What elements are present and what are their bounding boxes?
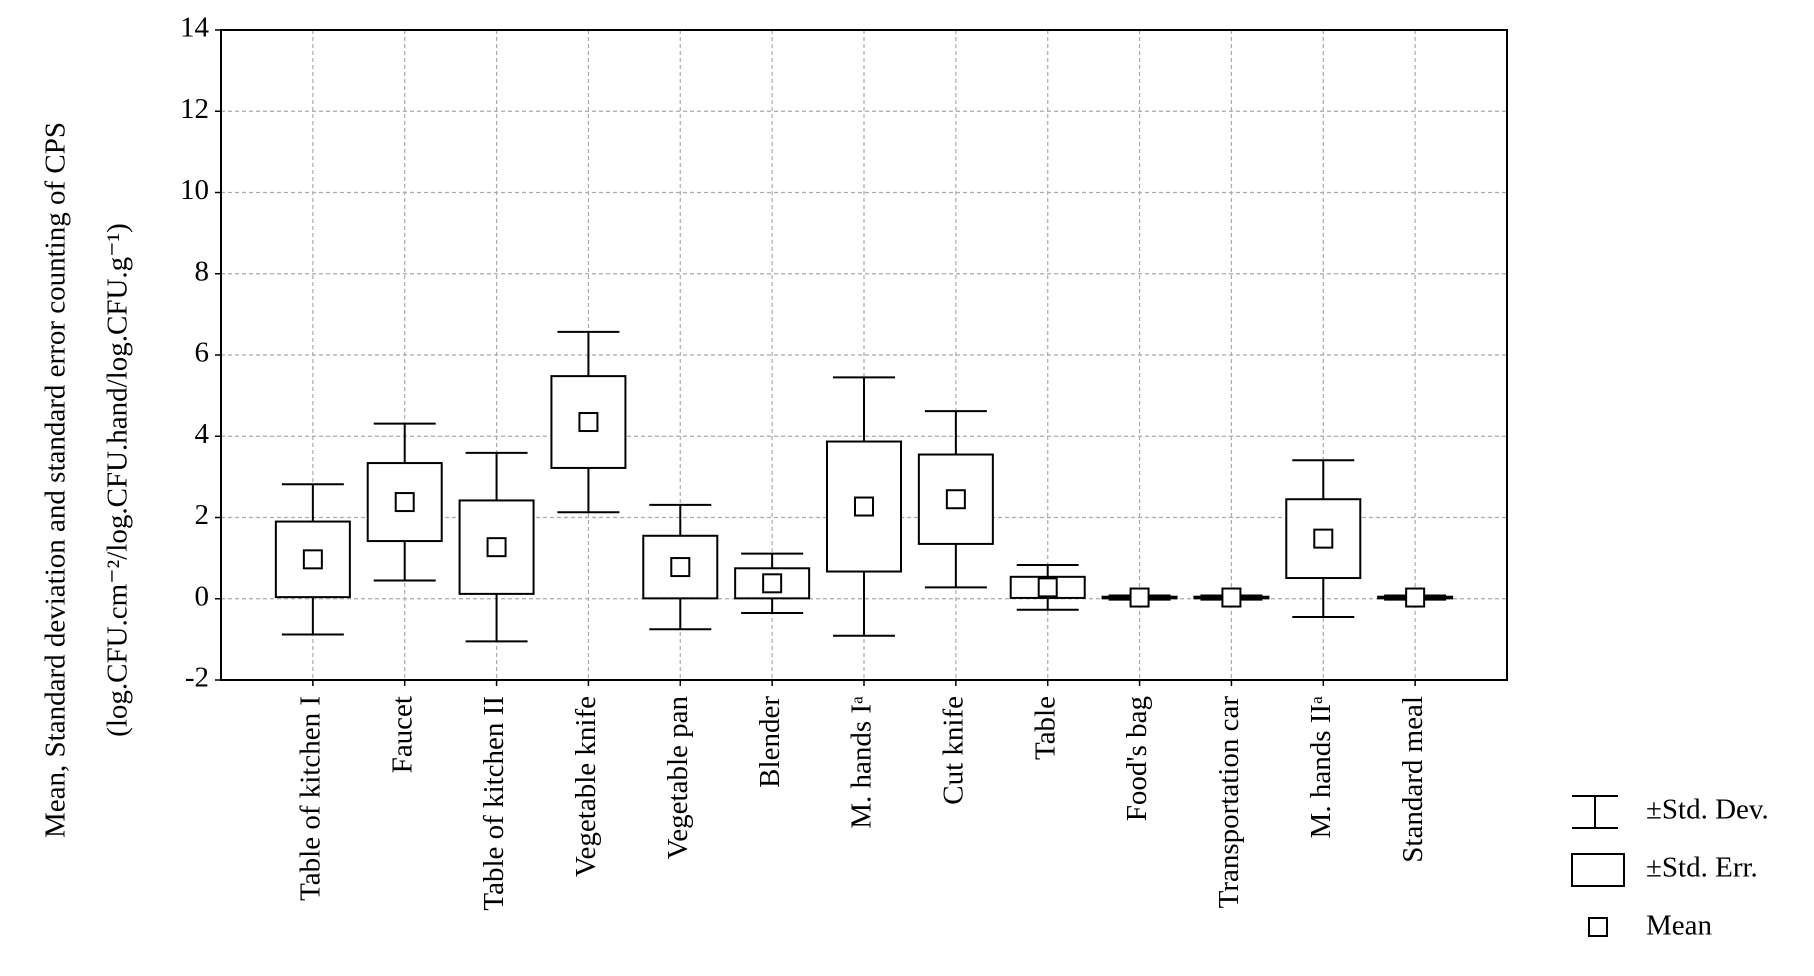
x-tick-label: M. hands Iᵃ [846, 696, 878, 829]
x-tick-label: Vegetable knife [570, 696, 602, 877]
mean-marker [1221, 587, 1242, 608]
mean-marker [1313, 528, 1334, 549]
mean-marker [394, 492, 415, 513]
x-tick-label: Faucet [386, 696, 418, 773]
y-tick-label: 14 [180, 12, 210, 44]
y-tick-label: 12 [180, 93, 209, 125]
x-tick-label: Table of kitchen II [478, 696, 510, 911]
x-tick-label: Table [1029, 696, 1061, 760]
mean-marker [1405, 587, 1426, 608]
mean-marker [302, 549, 323, 570]
x-tick-label: M. hands IIᵃ [1305, 696, 1337, 839]
x-tick-label: Blender [754, 696, 786, 788]
legend-mean [1588, 917, 1608, 937]
legend-label: ±Std. Err. [1646, 852, 1758, 884]
legend-label: Mean [1646, 910, 1713, 942]
mean-marker [1129, 587, 1150, 608]
mean-marker [945, 489, 966, 510]
mean-marker [1037, 577, 1058, 598]
plot-frame [220, 29, 1508, 681]
y-tick-label: 2 [195, 499, 210, 531]
y-tick-label: 10 [180, 174, 209, 206]
x-tick-label: Table of kitchen I [295, 696, 327, 901]
y-tick-label: 4 [195, 418, 210, 450]
mean-marker [670, 557, 691, 578]
y-axis-label: Mean, Standard deviation and standard er… [40, 122, 72, 838]
legend-label: ±Std. Dev. [1646, 794, 1769, 826]
x-tick-label: Vegetable pan [662, 696, 694, 860]
x-tick-label: Standard meal [1397, 696, 1429, 863]
y-tick-label: -2 [185, 662, 209, 694]
legend-se [1571, 853, 1625, 887]
mean-marker [854, 496, 874, 517]
mean-marker [578, 412, 599, 433]
y-tick-label: 0 [195, 580, 210, 612]
y-tick-label: 6 [195, 337, 210, 369]
x-tick-label: Food's bag [1121, 696, 1153, 821]
x-tick-label: Cut knife [938, 696, 970, 805]
y-axis-label: (log.CFU.cm⁻²/log.CFU.hand/log.CFU.g⁻¹) [102, 223, 134, 737]
mean-marker [486, 537, 507, 558]
x-tick-label: Transportation car [1213, 696, 1245, 909]
mean-marker [762, 573, 783, 594]
y-tick-label: 8 [195, 255, 210, 287]
